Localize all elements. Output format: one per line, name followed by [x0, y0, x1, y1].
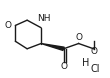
Text: H: H	[82, 58, 90, 68]
Text: O: O	[60, 62, 67, 71]
Polygon shape	[41, 44, 64, 50]
Text: O: O	[90, 47, 97, 56]
Text: Cl: Cl	[91, 64, 101, 74]
Text: O: O	[75, 33, 82, 42]
Text: NH: NH	[37, 14, 50, 23]
Text: O: O	[4, 21, 11, 30]
